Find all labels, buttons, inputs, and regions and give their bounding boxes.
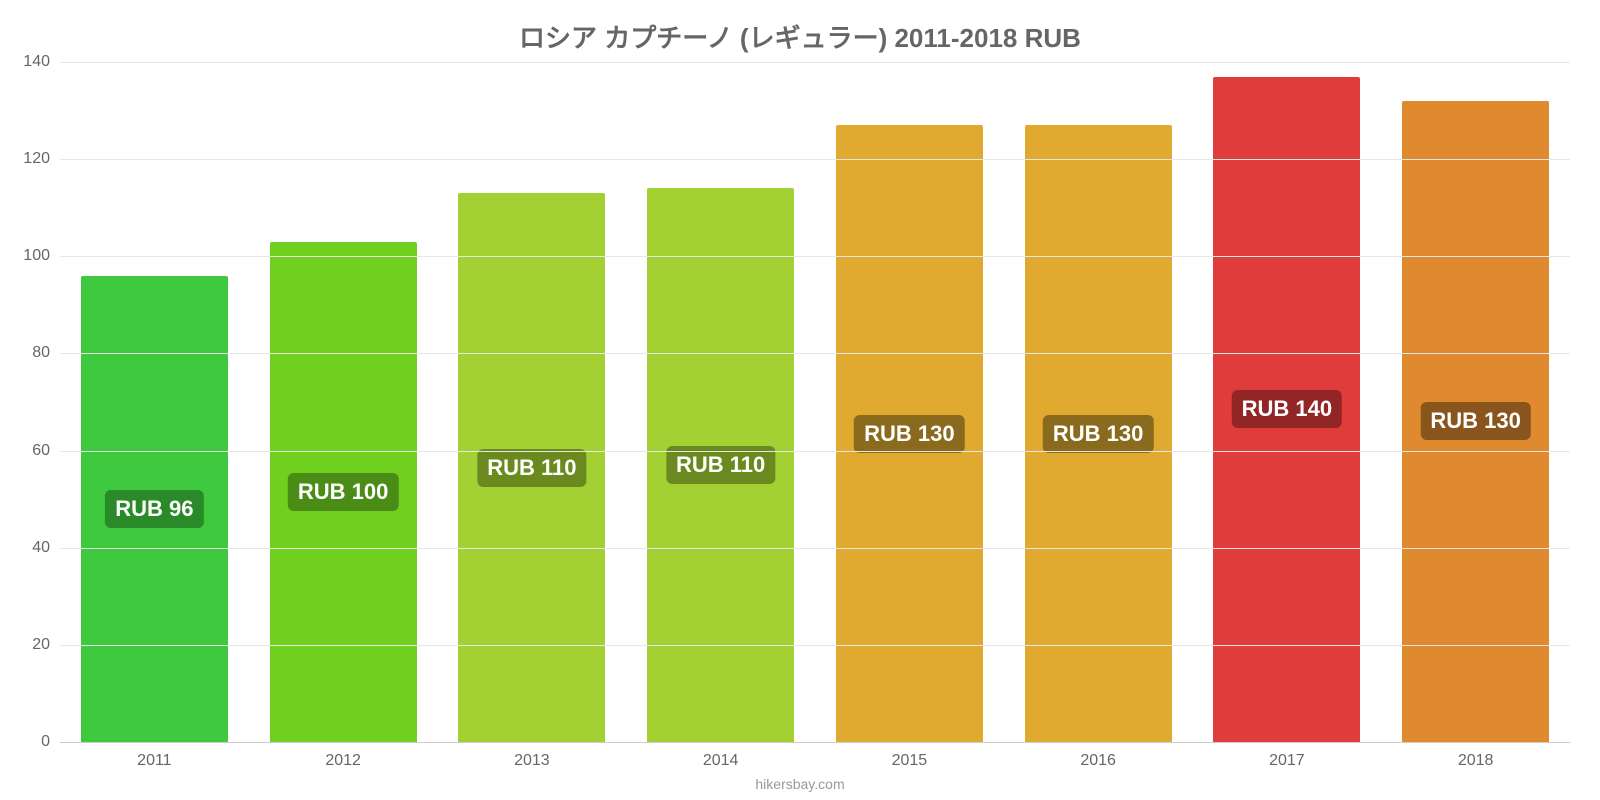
gridline bbox=[60, 256, 1570, 257]
bar-value-label: RUB 100 bbox=[288, 473, 398, 511]
chart-container: ロシア カプチーノ (レギュラー) 2011-2018 RUB RUB 96RU… bbox=[0, 0, 1600, 800]
bar: RUB 110 bbox=[458, 193, 605, 742]
bar-value-label: RUB 130 bbox=[854, 415, 964, 453]
x-tick-label: 2015 bbox=[892, 742, 928, 770]
bar-value-label: RUB 96 bbox=[105, 490, 203, 528]
bars-layer: RUB 96 RUB 100 RUB 110 RUB 110 RUB 130 RUB 13… bbox=[60, 62, 1570, 742]
chart-title: ロシア カプチーノ (レギュラー) 2011-2018 RUB bbox=[0, 18, 1600, 55]
y-tick-label: 20 bbox=[32, 636, 60, 654]
y-tick-label: 100 bbox=[23, 247, 60, 265]
gridline bbox=[60, 645, 1570, 646]
x-tick-label: 2018 bbox=[1458, 742, 1494, 770]
bar: RUB 130 bbox=[1025, 125, 1172, 742]
gridline bbox=[60, 451, 1570, 452]
bar: RUB 140 bbox=[1213, 77, 1360, 742]
bar-value-label: RUB 110 bbox=[666, 446, 775, 484]
y-tick-label: 80 bbox=[32, 344, 60, 362]
gridline bbox=[60, 548, 1570, 549]
gridline bbox=[60, 353, 1570, 354]
y-tick-label: 40 bbox=[32, 539, 60, 557]
y-tick-label: 120 bbox=[23, 150, 60, 168]
bar-value-label: RUB 130 bbox=[1043, 415, 1153, 453]
bar: RUB 100 bbox=[270, 242, 417, 742]
bar-value-label: RUB 130 bbox=[1420, 402, 1530, 440]
bar: RUB 130 bbox=[836, 125, 983, 742]
gridline bbox=[60, 62, 1570, 63]
x-tick-label: 2017 bbox=[1269, 742, 1305, 770]
bar: RUB 96 bbox=[81, 276, 228, 742]
x-tick-label: 2011 bbox=[137, 742, 171, 770]
y-tick-label: 0 bbox=[41, 733, 60, 751]
plot-area: RUB 96 RUB 100 RUB 110 RUB 110 RUB 130 RUB 13… bbox=[60, 62, 1570, 742]
y-tick-label: 140 bbox=[23, 53, 60, 71]
y-tick-label: 60 bbox=[32, 442, 60, 460]
gridline bbox=[60, 159, 1570, 160]
x-tick-label: 2013 bbox=[514, 742, 550, 770]
x-tick-label: 2012 bbox=[325, 742, 361, 770]
bar-value-label: RUB 110 bbox=[477, 449, 586, 487]
x-axis-line bbox=[60, 742, 1570, 743]
bar-value-label: RUB 140 bbox=[1232, 390, 1342, 428]
bar: RUB 110 bbox=[647, 188, 794, 742]
source-label: hikersbay.com bbox=[0, 776, 1600, 792]
x-tick-label: 2014 bbox=[703, 742, 739, 770]
x-tick-label: 2016 bbox=[1080, 742, 1116, 770]
